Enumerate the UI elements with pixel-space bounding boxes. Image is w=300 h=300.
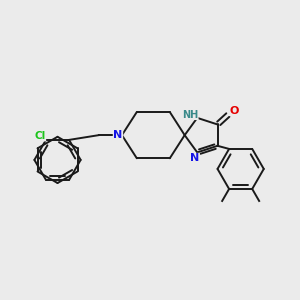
Text: O: O	[230, 106, 239, 116]
Text: Cl: Cl	[34, 131, 46, 141]
Text: NH: NH	[182, 110, 198, 120]
Text: N: N	[113, 130, 123, 140]
Text: N: N	[190, 153, 199, 164]
